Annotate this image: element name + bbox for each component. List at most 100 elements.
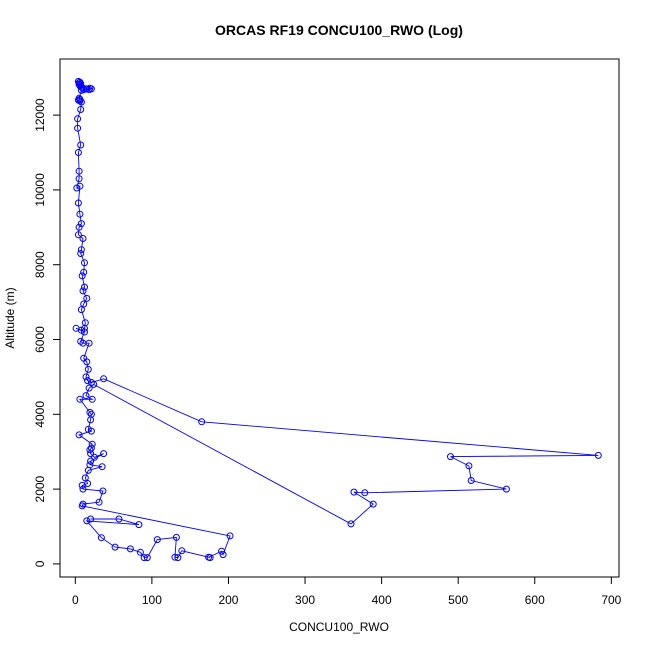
data-point	[80, 268, 88, 276]
data-point	[84, 365, 92, 373]
x-tick-label: 600	[525, 593, 545, 607]
data-point	[350, 488, 358, 496]
data-point	[78, 272, 86, 280]
data-point	[76, 97, 84, 105]
data-point	[85, 384, 93, 392]
data-point	[369, 500, 377, 508]
data-point	[219, 551, 227, 559]
data-point	[86, 84, 94, 92]
x-tick-label: 100	[142, 593, 162, 607]
data-point	[74, 149, 82, 156]
data-point	[74, 199, 82, 207]
data-point	[78, 481, 86, 489]
data-point	[77, 86, 85, 94]
plot-frame	[59, 58, 620, 578]
y-tick-label: 6000	[33, 326, 47, 353]
data-point	[91, 453, 98, 461]
data-point	[86, 408, 94, 416]
data-point	[143, 554, 151, 562]
data-point	[79, 485, 87, 493]
data-point	[198, 418, 206, 426]
data-point	[77, 98, 85, 106]
data-point	[95, 498, 103, 506]
data-point	[84, 377, 92, 385]
data-point	[153, 536, 161, 544]
data-point	[78, 502, 86, 510]
data-point	[74, 124, 82, 132]
data-point	[82, 373, 90, 381]
data-point	[75, 223, 83, 231]
data-point	[77, 141, 85, 149]
data-point	[226, 532, 234, 540]
data-point	[100, 375, 108, 383]
data-point	[447, 453, 454, 461]
x-axis-label: CONCU100_RWO	[289, 620, 389, 634]
x-tick-label: 500	[448, 593, 468, 607]
data-point	[84, 466, 92, 474]
data-point	[465, 462, 473, 470]
data-point	[86, 446, 94, 454]
data-point	[75, 167, 83, 175]
y-axis-label: Altitude (m)	[3, 287, 17, 348]
x-axis: 0 100 200 300 400 500 600 700	[72, 576, 622, 607]
data-point	[74, 231, 82, 239]
data-point	[76, 182, 84, 190]
data-point	[90, 380, 98, 388]
data-point	[77, 220, 85, 228]
data-point	[77, 106, 85, 113]
x-tick-label: 0	[72, 593, 79, 607]
data-point	[72, 324, 80, 332]
data-point	[77, 246, 85, 254]
data-point	[81, 283, 88, 291]
data-point	[75, 175, 83, 183]
data-point	[85, 339, 93, 347]
data-points	[72, 77, 602, 562]
y-tick-label: 12000	[33, 98, 47, 132]
data-point	[594, 451, 602, 459]
data-point	[98, 463, 106, 471]
data-point	[87, 416, 95, 424]
data-point	[87, 457, 95, 465]
data-point	[77, 250, 85, 257]
data-point	[83, 294, 91, 302]
data-point	[81, 259, 88, 267]
y-tick-label: 8000	[33, 251, 47, 278]
data-point	[79, 235, 87, 242]
x-tick-label: 400	[372, 593, 392, 607]
data-point	[97, 534, 105, 542]
data-point	[88, 395, 96, 403]
data-point	[100, 450, 108, 458]
data-point	[75, 431, 83, 439]
data-point	[502, 485, 510, 493]
data-point	[126, 545, 134, 553]
data-point	[115, 515, 123, 523]
data-point	[87, 450, 95, 458]
y-tick-label: 4000	[33, 401, 47, 428]
data-point	[77, 306, 85, 314]
y-tick-label: 2000	[33, 475, 47, 502]
x-tick-label: 200	[218, 593, 238, 607]
data-point	[178, 547, 186, 555]
data-point	[361, 489, 369, 497]
data-point	[174, 554, 182, 562]
x-tick-label: 300	[295, 593, 315, 607]
data-point	[140, 554, 148, 562]
data-point	[347, 520, 355, 528]
data-point	[135, 521, 143, 529]
data-point	[467, 477, 475, 484]
data-point	[99, 487, 107, 495]
data-point	[171, 553, 179, 561]
data-point	[83, 517, 91, 525]
data-point	[172, 533, 180, 541]
x-tick-label: 700	[601, 593, 621, 607]
plot-area	[72, 77, 602, 562]
data-point	[83, 358, 91, 366]
data-point	[74, 115, 82, 123]
data-point	[76, 395, 84, 403]
series-line	[75, 81, 599, 559]
data-point	[82, 392, 90, 400]
data-point	[76, 210, 84, 218]
y-tick-label: 10000	[33, 173, 47, 207]
data-point	[218, 547, 226, 555]
